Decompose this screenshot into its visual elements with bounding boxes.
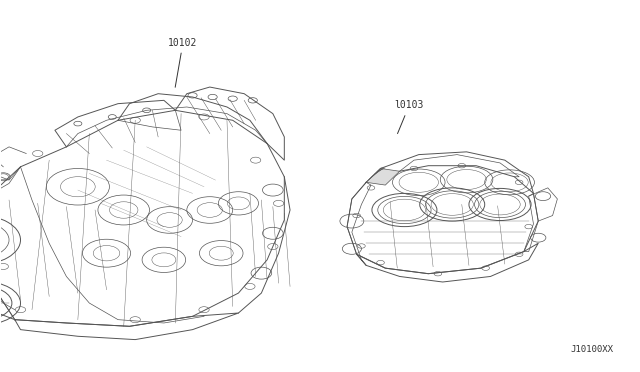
Text: J10100XX: J10100XX <box>570 345 613 354</box>
Text: l0103: l0103 <box>394 100 424 134</box>
Text: 10102: 10102 <box>168 38 198 87</box>
Polygon shape <box>366 169 399 185</box>
